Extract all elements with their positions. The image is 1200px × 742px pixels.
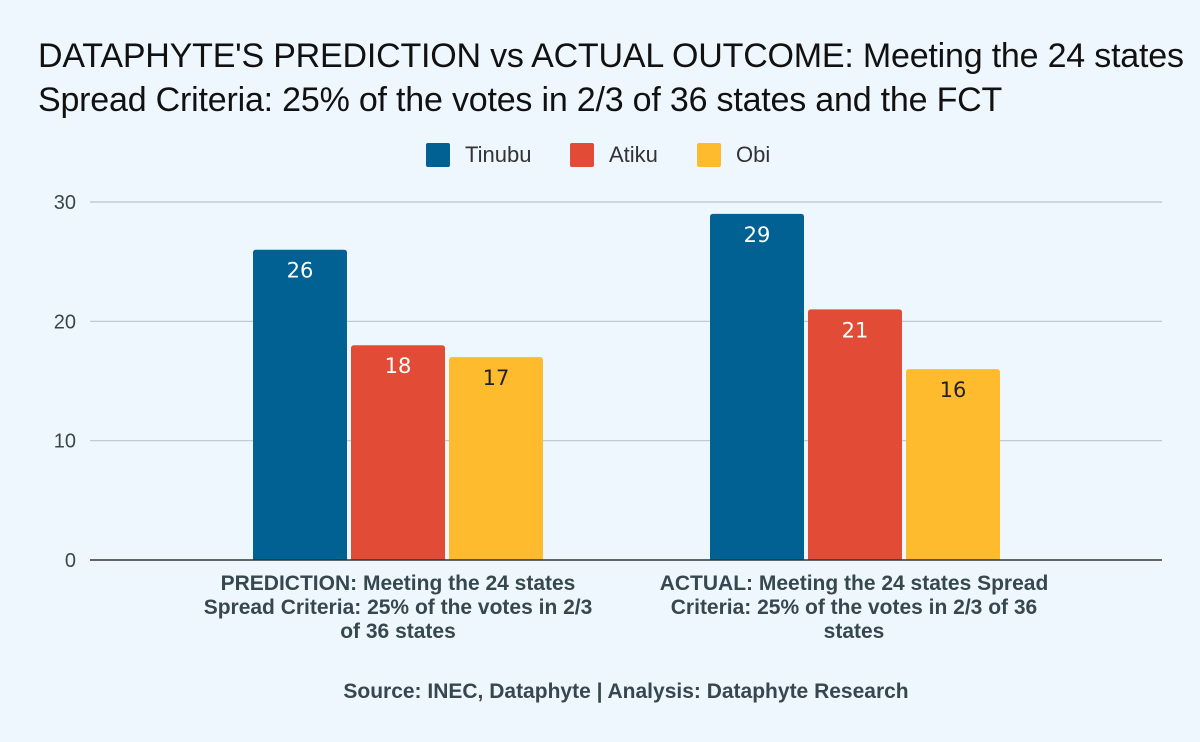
x-category-label-prediction-line-1: PREDICTION: Meeting the 24 states (220, 572, 576, 595)
legend-swatch-tinubu (426, 143, 450, 167)
legend-label-obi: Obi (736, 142, 771, 167)
data-label-obi-1: 16 (940, 378, 967, 402)
x-category-label-prediction: PREDICTION: Meeting the 24 states Spread… (178, 572, 618, 644)
x-category-label-actual: ACTUAL: Meeting the 24 states Spread Cri… (634, 572, 1074, 644)
data-label-tinubu-1: 29 (744, 223, 771, 247)
y-tick-label-20: 20 (54, 311, 76, 333)
data-label-atiku-1: 21 (842, 318, 869, 342)
x-category-label-prediction-line-2: Spread Criteria: 25% of the votes in 2/3 (203, 596, 593, 619)
legend-swatch-atiku (570, 143, 594, 167)
bar-atiku-1[interactable] (808, 309, 902, 560)
chart-source-note: Source: INEC, Dataphyte | Analysis: Data… (343, 680, 909, 703)
data-label-obi-0: 17 (483, 366, 510, 390)
data-label-tinubu-0: 26 (287, 259, 314, 283)
legend-label-tinubu: Tinubu (465, 142, 532, 167)
bar-obi-0[interactable] (449, 357, 543, 560)
x-category-label-prediction-line-3: of 36 states (340, 620, 456, 643)
x-category-label-actual-line-2: Criteria: 25% of the votes in 2/3 of 36 (670, 596, 1038, 619)
x-category-label-actual-line-3: states (823, 620, 885, 643)
chart-legend: Tinubu Atiku Obi (0, 141, 1200, 169)
legend-item-tinubu[interactable]: Tinubu (426, 141, 531, 169)
legend-label-atiku: Atiku (609, 142, 658, 167)
bar-tinubu-1[interactable] (710, 213, 804, 560)
bar-obi-1[interactable] (906, 369, 1000, 560)
x-category-label-actual-line-1: ACTUAL: Meeting the 24 states Spread (659, 572, 1049, 595)
chart-title: DATAPHYTE'S PREDICTION vs ACTUAL OUTCOME… (38, 34, 1184, 122)
chart-title-line-2: Spread Criteria: 25% of the votes in 2/3… (38, 81, 1003, 119)
bar-atiku-0[interactable] (351, 345, 445, 560)
legend-swatch-obi (697, 143, 721, 167)
data-label-atiku-0: 18 (385, 354, 412, 378)
y-tick-label-30: 30 (54, 192, 76, 214)
chart-title-line-1: DATAPHYTE'S PREDICTION vs ACTUAL OUTCOME… (38, 37, 1184, 75)
bar-tinubu-0[interactable] (253, 249, 347, 560)
y-tick-label-0: 0 (65, 550, 76, 572)
legend-item-obi[interactable]: Obi (697, 141, 770, 169)
legend-item-atiku[interactable]: Atiku (570, 141, 658, 169)
y-tick-label-10: 10 (54, 431, 76, 453)
